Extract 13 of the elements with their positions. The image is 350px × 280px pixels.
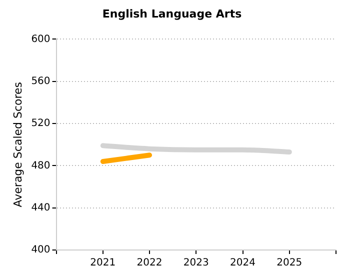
y-tick-label: 600 bbox=[31, 34, 50, 45]
y-tick-label: 520 bbox=[31, 118, 50, 130]
x-tick-label: 2022 bbox=[136, 258, 162, 269]
x-tick-label: 2021 bbox=[90, 258, 116, 269]
y-tick-label: 480 bbox=[31, 160, 50, 172]
y-tick-label: 440 bbox=[31, 202, 50, 214]
chart-title: English Language Arts bbox=[102, 7, 242, 20]
x-tick-label: 2025 bbox=[276, 258, 302, 269]
y-tick-label: 400 bbox=[31, 244, 50, 256]
x-tick-label: 2024 bbox=[230, 258, 256, 269]
x-tick-label: 2023 bbox=[183, 258, 209, 269]
y-axis-title: Average Scaled Scores bbox=[11, 82, 24, 208]
y-tick-label: 560 bbox=[31, 76, 50, 87]
